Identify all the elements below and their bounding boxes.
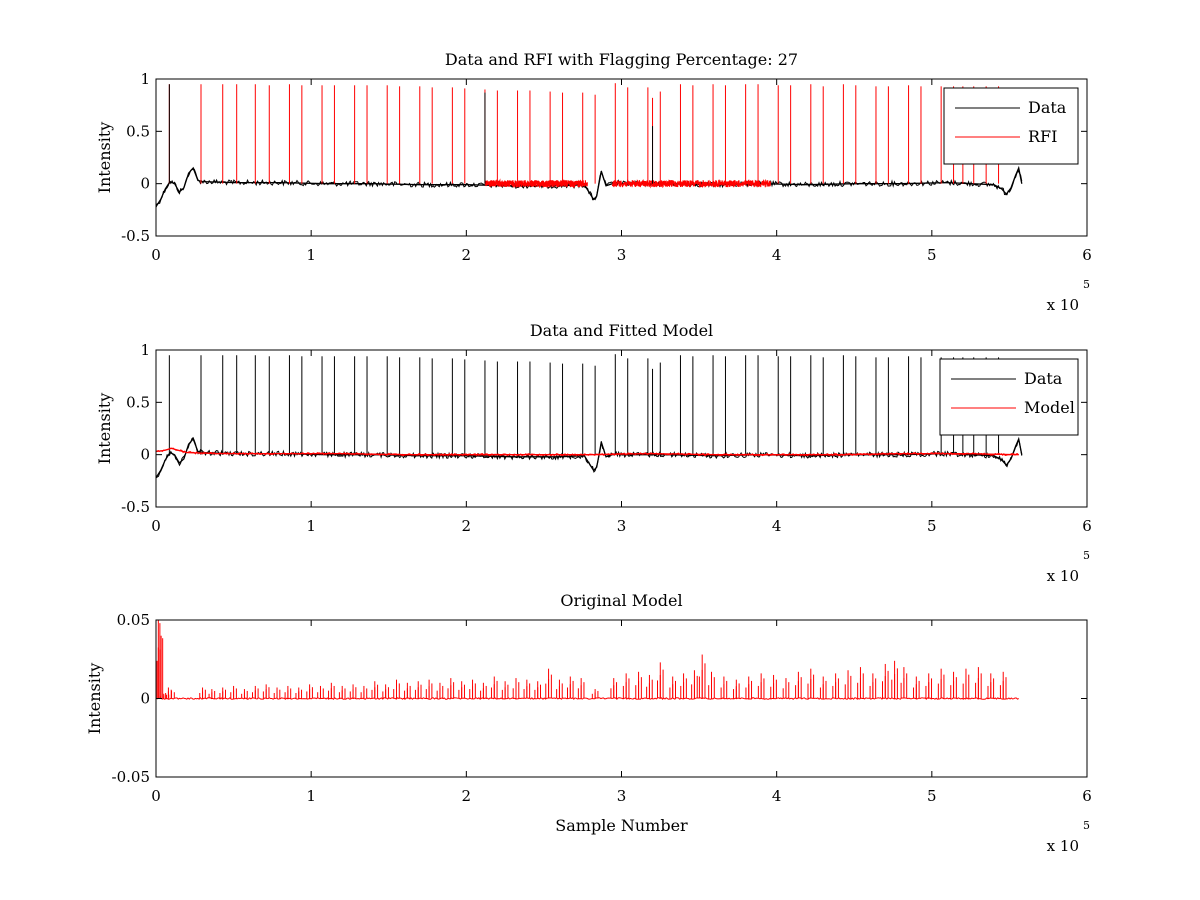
series-line-model [156,447,1019,456]
y-tick-label: 0 [140,446,150,464]
subplot-3: Original Model Intensity Sample Number 0 1 2 3… [85,591,1092,855]
x-tick-label: 4 [772,517,782,535]
rfi-dense-segment [611,178,771,189]
x-exponent-label: x 10 [1047,837,1079,855]
legend: Data Model [939,358,1079,436]
plot-area [156,354,1023,479]
x-tick-label: 4 [772,787,782,805]
x-tick-label: 0 [151,246,161,264]
x-tick-label: 1 [306,517,316,535]
legend-box [939,358,1079,436]
x-tick-label: 5 [927,517,937,535]
legend-label: RFI [1028,127,1057,146]
legend-box [943,87,1079,165]
x-tick-label: 3 [617,246,627,264]
y-tick-label: 0.05 [117,611,150,629]
y-tick-label: 1 [140,70,150,88]
y-tick-label: 0.5 [126,393,150,411]
series-line-data [156,165,1023,208]
subplot-1: Data and RFI with Flagging Percentage: 2… [95,50,1092,314]
legend: Data RFI [943,87,1079,165]
y-tick-label: -0.5 [121,498,150,516]
x-tick-label: 2 [462,517,472,535]
legend-label: Data [1028,98,1067,117]
x-exponent: 5 [1083,819,1090,832]
x-tick-label: 1 [306,787,316,805]
series-line-data [156,436,1023,479]
axes-box [155,349,1088,508]
x-tick-label: 6 [1082,246,1092,264]
subplot-2: Data and Fitted Model Intensity 0 1 2 3 4 5 6 x 1… [95,321,1092,585]
x-tick-label: 3 [617,787,627,805]
x-exponent: 5 [1083,278,1090,291]
data-noise [156,436,1023,479]
x-tick-label: 2 [462,246,472,264]
x-axis-label: Sample Number [555,816,688,835]
y-tick-label: 0 [140,175,150,193]
y-axis-label: Intensity [95,122,114,194]
x-tick-label: 0 [151,787,161,805]
x-tick-label: 3 [617,517,627,535]
data-noise [156,168,1023,208]
y-tick-label: 0.5 [126,122,150,140]
x-exponent: 5 [1083,549,1090,562]
plot-area [156,620,1019,700]
legend-label: Data [1024,369,1063,388]
rfi-dense-segment [484,178,588,189]
plot-area [156,83,1023,208]
axes-box [155,78,1088,237]
x-tick-label: 5 [927,246,937,264]
y-tick-label: 1 [140,341,150,359]
x-tick-label: 4 [772,246,782,264]
chart-title: Data and Fitted Model [530,321,713,340]
legend-label: Model [1024,398,1075,417]
y-tick-label: -0.05 [112,768,150,786]
chart-title: Data and RFI with Flagging Percentage: 2… [445,50,798,69]
y-axis-label: Intensity [95,393,114,465]
chart-title: Original Model [560,591,682,610]
x-tick-label: 5 [927,787,937,805]
x-tick-label: 0 [151,517,161,535]
x-exponent-label: x 10 [1047,567,1079,585]
y-tick-label: 0 [140,690,150,708]
y-axis-label: Intensity [85,663,104,735]
axes-box [155,619,1088,778]
y-tick-label: -0.5 [121,227,150,245]
x-tick-label: 6 [1082,517,1092,535]
x-tick-label: 1 [306,246,316,264]
x-exponent-label: x 10 [1047,296,1079,314]
x-tick-label: 6 [1082,787,1092,805]
model-baseline [156,697,1019,700]
x-tick-label: 2 [462,787,472,805]
